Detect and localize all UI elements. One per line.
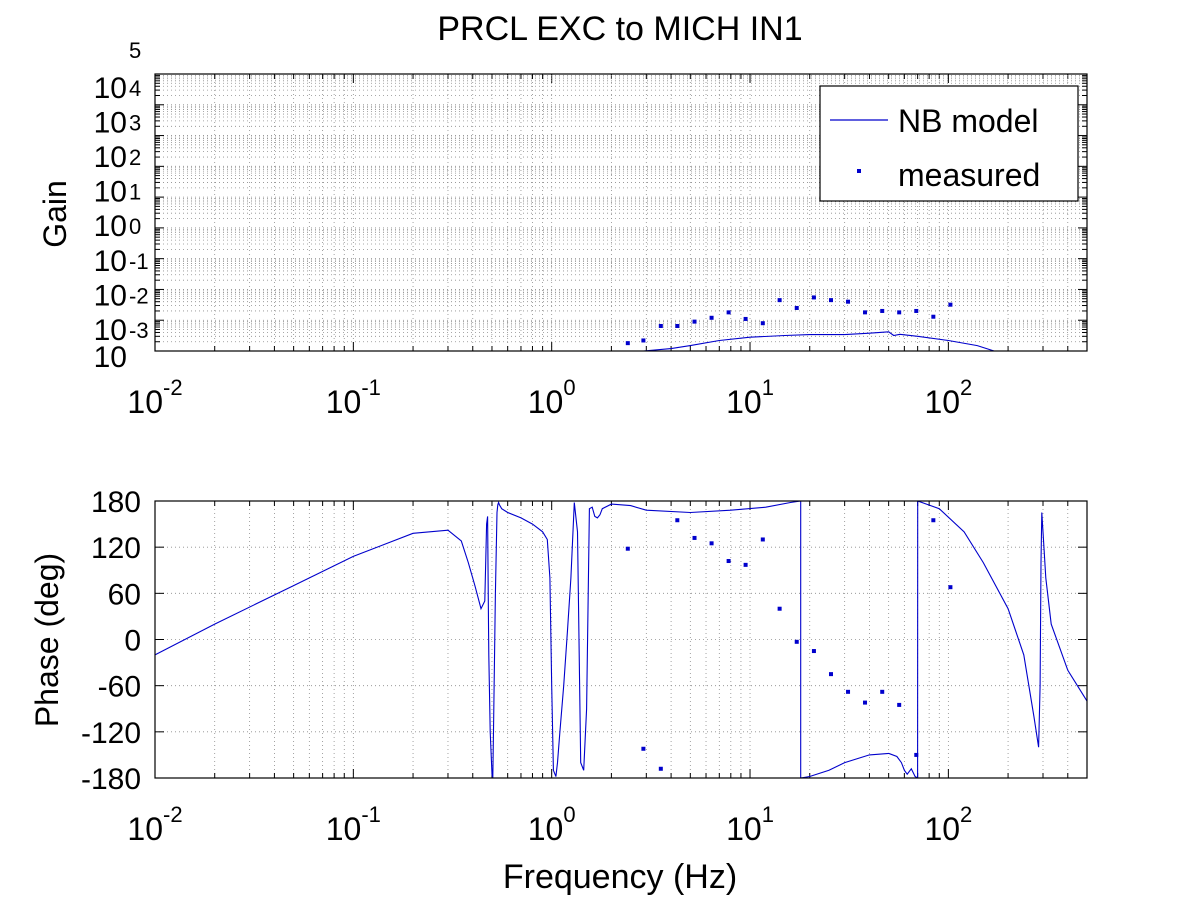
measured-point (811, 295, 816, 300)
x-tick-label: 102 (924, 802, 972, 847)
legend-label-measured: measured (898, 157, 1040, 193)
y-tick-exponent: 1 (129, 180, 141, 205)
x-tick-label: 100 (528, 802, 576, 847)
series-line-nb-model (155, 501, 1087, 778)
measured-point (794, 305, 799, 310)
gain-plot-area (625, 295, 995, 351)
measured-point (726, 559, 731, 564)
y-tick-exponent: 3 (129, 110, 141, 135)
x-tick-label: 102 (924, 375, 972, 420)
measured-point (709, 315, 714, 320)
measured-point (880, 308, 885, 313)
y-tick-exponent: -2 (129, 283, 149, 308)
measured-point (948, 302, 953, 307)
y-tick-exponent: 2 (129, 145, 141, 170)
measured-point (625, 341, 630, 346)
x-tick-label: 10-2 (127, 375, 182, 420)
measured-point (846, 689, 851, 694)
x-tick-label: 101 (726, 375, 774, 420)
y-tick-exponent: 0 (129, 214, 141, 239)
x-tick-label: 10-1 (326, 802, 381, 847)
x-tick-label: 10-2 (127, 802, 182, 847)
phase-plot-area (155, 501, 1087, 778)
y-tick-label: 180 (91, 486, 141, 519)
measured-point (625, 546, 630, 551)
y-tick-label: 10 (94, 314, 127, 347)
y-tick-label: 10 (94, 341, 127, 374)
x-tick-label: 10-1 (326, 375, 381, 420)
measured-point (675, 518, 680, 523)
y-tick-label: 10 (94, 245, 127, 278)
y-tick-label: 10 (94, 210, 127, 243)
legend: NB model measured (819, 85, 1079, 202)
measured-point (897, 310, 902, 315)
measured-point (863, 700, 868, 705)
measured-point (743, 562, 748, 567)
measured-point (692, 319, 697, 324)
y-tick-label: -120 (81, 717, 141, 750)
y-tick-label: 10 (94, 72, 127, 105)
measured-point (743, 316, 748, 321)
measured-point (641, 746, 646, 751)
series-line-nb-model (643, 331, 995, 351)
measured-point (897, 702, 902, 707)
measured-point (658, 323, 663, 328)
legend-box (819, 85, 1079, 202)
y-tick-label: 10 (94, 279, 127, 312)
measured-point (828, 672, 833, 677)
legend-dot-marker (857, 169, 861, 173)
y-tick-label: 10 (94, 106, 127, 139)
measured-point (760, 537, 765, 542)
measured-point (880, 689, 885, 694)
y-tick-label: 120 (91, 532, 141, 565)
measured-point (641, 338, 646, 343)
measured-point (914, 752, 919, 757)
measured-point (914, 308, 919, 313)
x-tick-label: 100 (528, 375, 576, 420)
measured-point (658, 766, 663, 771)
x-tick-label: 101 (726, 802, 774, 847)
measured-point (777, 606, 782, 611)
measured-point (863, 310, 868, 315)
phase-axes-frame (154, 500, 1088, 779)
measured-point (777, 298, 782, 303)
chart-title: PRCL EXC to MICH IN1 (437, 10, 802, 48)
y-tick-label: 10 (94, 176, 127, 209)
y-tick-exponent: 4 (129, 76, 141, 101)
y-tick-exponent: 5 (129, 38, 141, 63)
measured-point (709, 541, 714, 546)
measured-point (726, 310, 731, 315)
measured-point (828, 298, 833, 303)
measured-point (692, 535, 697, 540)
y-tick-label: -60 (98, 671, 141, 704)
y-tick-exponent: -3 (129, 318, 149, 343)
phase-panel: 180 120 60 0 -60 -120 -180 10-2 10-1 100 101 102 P… (29, 486, 1088, 896)
gain-y-axis-label: Gain (37, 180, 73, 248)
measured-point (846, 299, 851, 304)
y-tick-label: 60 (108, 578, 141, 611)
phase-x-axis-label: Frequency (Hz) (503, 858, 737, 896)
measured-point (794, 639, 799, 644)
gain-x-tick-labels: 10-2 10-1 100 101 102 (127, 375, 972, 420)
y-tick-label: 10 (94, 141, 127, 174)
phase-y-axis-label: Phase (deg) (29, 553, 65, 727)
y-tick-exponent: -1 (129, 249, 149, 274)
measured-point (760, 321, 765, 326)
measured-point (931, 314, 936, 319)
measured-point (931, 518, 936, 523)
measured-point (675, 323, 680, 328)
y-tick-label: -180 (81, 763, 141, 796)
y-tick-label: 0 (124, 625, 141, 658)
measured-point (811, 649, 816, 654)
measured-point (948, 585, 953, 590)
legend-label-model: NB model (898, 103, 1039, 139)
phase-y-tick-labels: 180 120 60 0 -60 -120 -180 (81, 486, 141, 796)
gain-axes-frame (154, 73, 1088, 352)
phase-x-tick-labels: 10-2 10-1 100 101 102 (127, 802, 972, 847)
